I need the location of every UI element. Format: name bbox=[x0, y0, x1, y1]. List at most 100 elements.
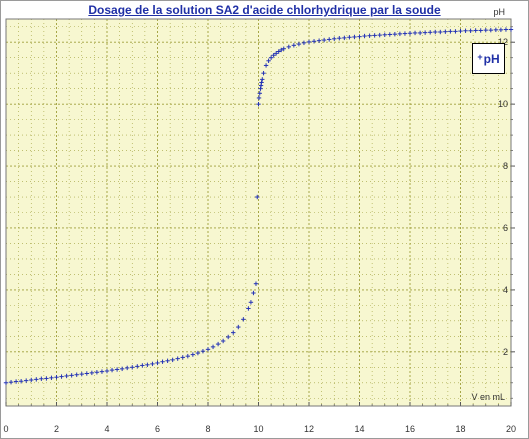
x-tick-label: 18 bbox=[455, 424, 465, 434]
data-point bbox=[215, 341, 221, 347]
x-tick-label: 10 bbox=[253, 424, 263, 434]
data-point bbox=[263, 63, 269, 68]
data-point bbox=[104, 368, 110, 374]
data-point bbox=[273, 51, 279, 56]
data-point bbox=[8, 379, 14, 385]
data-point bbox=[69, 373, 74, 378]
data-point bbox=[438, 29, 443, 35]
data-point bbox=[257, 91, 262, 96]
x-tick-label: 12 bbox=[304, 424, 314, 434]
legend-marker-icon: + bbox=[477, 52, 483, 62]
data-point bbox=[392, 31, 398, 37]
data-point bbox=[321, 37, 327, 43]
data-point bbox=[352, 34, 357, 40]
y-axis-label: pH bbox=[493, 7, 505, 17]
x-tick-label: 2 bbox=[54, 424, 59, 434]
data-point bbox=[13, 379, 19, 384]
data-point bbox=[473, 28, 478, 33]
chart-title: Dosage de la solution SA2 d'acide chlorh… bbox=[88, 3, 441, 17]
data-point bbox=[377, 32, 382, 38]
data-point bbox=[125, 365, 130, 371]
data-point bbox=[226, 334, 231, 340]
data-point bbox=[170, 357, 175, 363]
data-point bbox=[94, 370, 100, 375]
data-point bbox=[255, 194, 260, 200]
data-point bbox=[89, 370, 95, 376]
x-tick-label: 16 bbox=[405, 424, 415, 434]
data-point bbox=[362, 33, 367, 39]
data-point bbox=[29, 377, 34, 383]
data-point bbox=[347, 35, 352, 40]
data-point bbox=[483, 27, 488, 33]
data-point bbox=[145, 362, 150, 368]
data-point bbox=[493, 27, 499, 33]
data-point bbox=[443, 29, 448, 34]
data-point bbox=[367, 33, 372, 38]
data-point bbox=[44, 376, 49, 381]
data-point bbox=[332, 36, 337, 42]
data-point bbox=[428, 30, 433, 35]
data-point bbox=[271, 53, 276, 58]
data-point bbox=[311, 39, 317, 44]
data-point bbox=[306, 39, 312, 45]
data-point bbox=[372, 33, 377, 38]
x-tick-label: 8 bbox=[205, 424, 210, 434]
data-point bbox=[387, 32, 392, 37]
data-point bbox=[478, 28, 483, 33]
x-tick-label: 20 bbox=[506, 424, 516, 434]
data-point bbox=[59, 374, 64, 379]
y-tick-label: 2 bbox=[503, 347, 508, 357]
data-point bbox=[448, 29, 453, 34]
data-point bbox=[140, 363, 145, 368]
data-point bbox=[296, 41, 302, 47]
legend-label: pH bbox=[483, 51, 500, 66]
data-point bbox=[417, 30, 423, 36]
data-point bbox=[39, 376, 44, 381]
data-point bbox=[119, 366, 125, 372]
y-tick-label: 4 bbox=[503, 285, 508, 295]
data-point bbox=[458, 28, 463, 34]
data-point bbox=[468, 28, 473, 33]
data-point bbox=[342, 35, 347, 41]
data-point bbox=[316, 38, 322, 43]
data-point bbox=[276, 49, 281, 54]
data-point bbox=[281, 46, 286, 51]
data-point bbox=[64, 373, 69, 379]
data-point bbox=[195, 350, 201, 356]
data-point bbox=[488, 27, 493, 33]
data-point bbox=[286, 44, 291, 50]
data-point bbox=[407, 31, 413, 36]
axis-ticks: 0 2 4 6 8 10 12 14 16 18 20 2 4 6 8 10 12 bbox=[3, 26, 516, 434]
data-point bbox=[160, 359, 165, 364]
data-point bbox=[258, 86, 263, 91]
data-point bbox=[261, 70, 266, 76]
data-point bbox=[422, 30, 428, 35]
x-tick-label: 6 bbox=[155, 424, 160, 434]
y-tick-label: 10 bbox=[498, 99, 508, 109]
data-point bbox=[301, 40, 307, 46]
data-point bbox=[291, 43, 297, 48]
data-point bbox=[34, 377, 39, 382]
data-point bbox=[150, 361, 155, 367]
data-point bbox=[433, 29, 438, 35]
y-tick-label: 8 bbox=[503, 161, 508, 171]
data-point bbox=[54, 375, 59, 380]
data-point bbox=[130, 365, 135, 370]
data-point bbox=[3, 380, 9, 385]
data-point bbox=[180, 355, 185, 360]
data-point bbox=[253, 281, 259, 286]
data-point bbox=[397, 31, 403, 37]
data-point bbox=[79, 371, 84, 377]
data-point bbox=[279, 47, 284, 53]
data-point bbox=[256, 95, 262, 101]
data-point bbox=[453, 29, 458, 34]
data-point bbox=[84, 371, 89, 376]
data-point bbox=[74, 372, 79, 377]
data-point bbox=[266, 58, 271, 63]
data-point bbox=[24, 378, 29, 383]
data-point bbox=[190, 352, 196, 357]
data-point bbox=[175, 356, 180, 361]
x-axis-label: V en mL bbox=[471, 392, 505, 402]
data-point bbox=[498, 27, 504, 33]
data-point bbox=[165, 358, 170, 363]
